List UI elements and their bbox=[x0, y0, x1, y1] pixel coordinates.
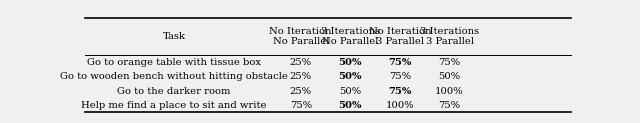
Text: 25%: 25% bbox=[290, 72, 312, 81]
Text: 25%: 25% bbox=[290, 86, 312, 95]
Text: 75%: 75% bbox=[388, 86, 412, 95]
Text: 75%: 75% bbox=[389, 72, 411, 81]
Text: 50%: 50% bbox=[339, 86, 362, 95]
Text: 50%: 50% bbox=[339, 101, 362, 110]
Text: Task: Task bbox=[163, 32, 186, 41]
Text: No Iteration
3 Parallel: No Iteration 3 Parallel bbox=[369, 27, 431, 46]
Text: Go to the darker room: Go to the darker room bbox=[118, 86, 231, 95]
Text: 75%: 75% bbox=[290, 101, 312, 110]
Text: 100%: 100% bbox=[435, 86, 464, 95]
Text: 50%: 50% bbox=[339, 72, 362, 81]
Text: 75%: 75% bbox=[438, 101, 461, 110]
Text: Help me find a place to sit and write: Help me find a place to sit and write bbox=[81, 101, 267, 110]
Text: 100%: 100% bbox=[386, 101, 414, 110]
Text: Go to wooden bench without hitting obstacle: Go to wooden bench without hitting obsta… bbox=[60, 72, 288, 81]
Text: Go to orange table with tissue box: Go to orange table with tissue box bbox=[87, 58, 261, 67]
Text: 50%: 50% bbox=[339, 58, 362, 67]
Text: No Iteration
No Parallel: No Iteration No Parallel bbox=[269, 27, 332, 46]
Text: 75%: 75% bbox=[388, 58, 412, 67]
Text: 3 Iterations
No Parallel: 3 Iterations No Parallel bbox=[321, 27, 380, 46]
Text: 3 Iterations
3 Parallel: 3 Iterations 3 Parallel bbox=[420, 27, 479, 46]
Text: 25%: 25% bbox=[290, 58, 312, 67]
Text: 50%: 50% bbox=[438, 72, 461, 81]
Text: 75%: 75% bbox=[438, 58, 461, 67]
